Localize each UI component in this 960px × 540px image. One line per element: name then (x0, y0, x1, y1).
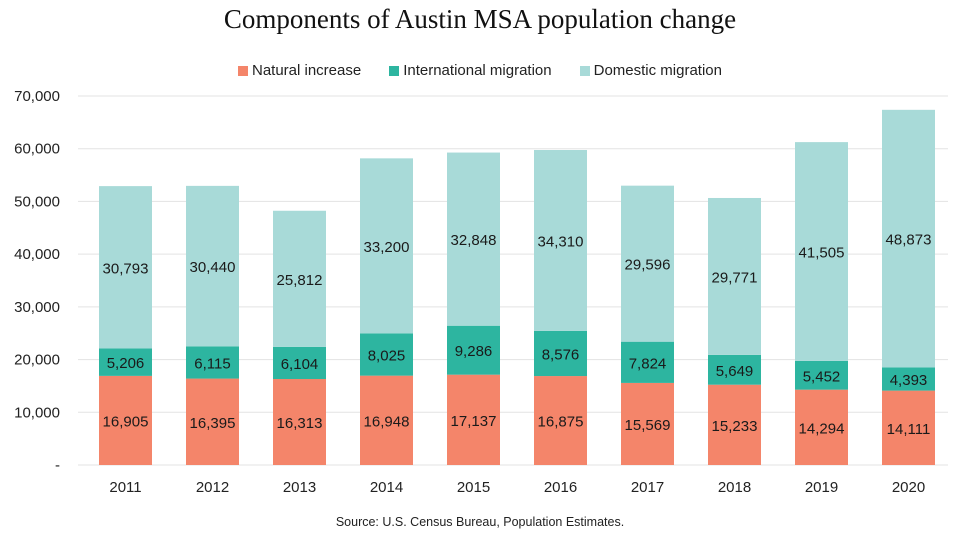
bar-segment-natural-increase (708, 384, 761, 465)
bar-segment-natural-increase (534, 376, 587, 465)
legend-swatch-domestic-migration (579, 65, 590, 76)
data-label: 8,576 (542, 346, 580, 363)
bar-segment-international-migration (273, 346, 326, 380)
data-label: 16,875 (538, 414, 584, 431)
legend-item-domestic-migration: Domestic migration (579, 62, 722, 79)
y-tick-label: 40,000 (14, 246, 60, 263)
legend-label-domestic-migration: Domestic migration (593, 62, 722, 79)
data-label: 6,104 (281, 356, 319, 373)
legend-item-international-migration: International migration (389, 62, 552, 79)
data-label: 29,771 (712, 269, 758, 286)
data-label: 4,393 (890, 372, 928, 389)
bar-segment-international-migration (882, 367, 935, 391)
data-label: 48,873 (886, 232, 932, 249)
y-tick-label: 50,000 (14, 193, 60, 210)
bar-segment-natural-increase (795, 389, 848, 465)
bar-segment-natural-increase (186, 378, 239, 465)
data-label: 5,452 (803, 368, 841, 385)
data-label: 9,286 (455, 343, 493, 360)
chart-title: Components of Austin MSA population chan… (223, 4, 737, 34)
x-axis: 2011 2012 2013 2014 2015 2016 2017 2018 2019 2020 (109, 479, 925, 496)
legend: Natural increase International migration… (0, 62, 960, 79)
data-label: 14,294 (799, 420, 845, 437)
legend-swatch-natural-increase (237, 65, 248, 76)
data-label: 6,115 (194, 355, 230, 372)
data-label: 8,025 (368, 348, 406, 365)
bar-segment-domestic-migration (360, 158, 413, 334)
bar-segment-natural-increase (621, 382, 674, 465)
data-label: 5,206 (107, 355, 145, 372)
data-label: 34,310 (538, 233, 584, 250)
bar-segment-international-migration (186, 346, 239, 379)
bar-segment-domestic-migration (99, 186, 152, 349)
bar-segment-international-migration (534, 330, 587, 377)
bar-segment-international-migration (99, 348, 152, 376)
data-label: 16,948 (364, 413, 410, 430)
y-tick-label: 10,000 (14, 404, 60, 421)
data-label: 17,137 (451, 413, 497, 430)
data-label: 5,649 (716, 363, 754, 380)
legend-label-natural-increase: Natural increase (251, 62, 362, 79)
bar-segment-domestic-migration (273, 210, 326, 347)
bar-segment-domestic-migration (447, 152, 500, 326)
x-tick-label: 2013 (283, 479, 316, 496)
bar-segment-domestic-migration (882, 109, 935, 368)
x-tick-label: 2019 (805, 479, 838, 496)
data-label: 25,812 (277, 272, 323, 289)
bar-segment-domestic-migration (534, 149, 587, 331)
x-tick-label: 2014 (370, 479, 403, 496)
x-tick-label: 2011 (109, 479, 141, 496)
bar-segment-international-migration (708, 354, 761, 385)
x-tick-label: 2018 (718, 479, 751, 496)
data-label: 29,596 (625, 257, 671, 274)
bar-segment-domestic-migration (186, 185, 239, 347)
y-tick-label: 20,000 (14, 352, 60, 369)
data-label: 7,824 (629, 355, 667, 372)
legend-item-natural-increase: Natural increase (237, 62, 362, 79)
data-label: 32,848 (451, 232, 497, 249)
bar-segment-international-migration (621, 341, 674, 383)
bar-segment-international-migration (795, 360, 848, 390)
data-label: 16,313 (277, 415, 323, 432)
bar-segment-international-migration (360, 333, 413, 376)
bar-segment-domestic-migration (795, 142, 848, 361)
bar-segment-natural-increase (882, 390, 935, 465)
source-note: Source: U.S. Census Bureau, Population E… (335, 515, 625, 529)
bars: 16,905 5,206 30,793 16,395 6,115 30,440 16,313… (99, 109, 935, 465)
data-label: 41,505 (799, 245, 845, 262)
data-label: 15,233 (712, 418, 758, 435)
bar-segment-international-migration (447, 325, 500, 375)
bar-segment-natural-increase (99, 375, 152, 465)
bar-segment-domestic-migration (708, 197, 761, 355)
x-tick-label: 2012 (196, 479, 229, 496)
data-label: 33,200 (364, 239, 410, 256)
data-label: 30,793 (103, 260, 149, 277)
legend-label-international-migration: International migration (403, 62, 552, 79)
data-label: 14,111 (887, 421, 931, 438)
x-tick-label: 2016 (544, 479, 577, 496)
bar-segment-natural-increase (447, 374, 500, 465)
data-label: 16,395 (190, 415, 236, 432)
data-label: 15,569 (625, 417, 671, 434)
y-axis: - 10,000 20,000 30,000 40,000 50,000 60,000 70,… (14, 88, 60, 474)
y-tick-label: 70,000 (14, 88, 60, 105)
data-label: 30,440 (190, 259, 236, 276)
x-tick-label: 2020 (892, 479, 925, 496)
bar-segment-natural-increase (273, 379, 326, 465)
y-tick-label: 60,000 (14, 141, 60, 158)
legend-swatch-international-migration (389, 65, 400, 76)
data-label: 16,905 (103, 413, 149, 430)
y-tick-label: - (55, 457, 60, 474)
bar-segment-domestic-migration (621, 185, 674, 342)
x-tick-label: 2015 (457, 479, 490, 496)
x-tick-label: 2017 (631, 479, 664, 496)
y-tick-label: 30,000 (14, 299, 60, 316)
bar-segment-natural-increase (360, 375, 413, 465)
